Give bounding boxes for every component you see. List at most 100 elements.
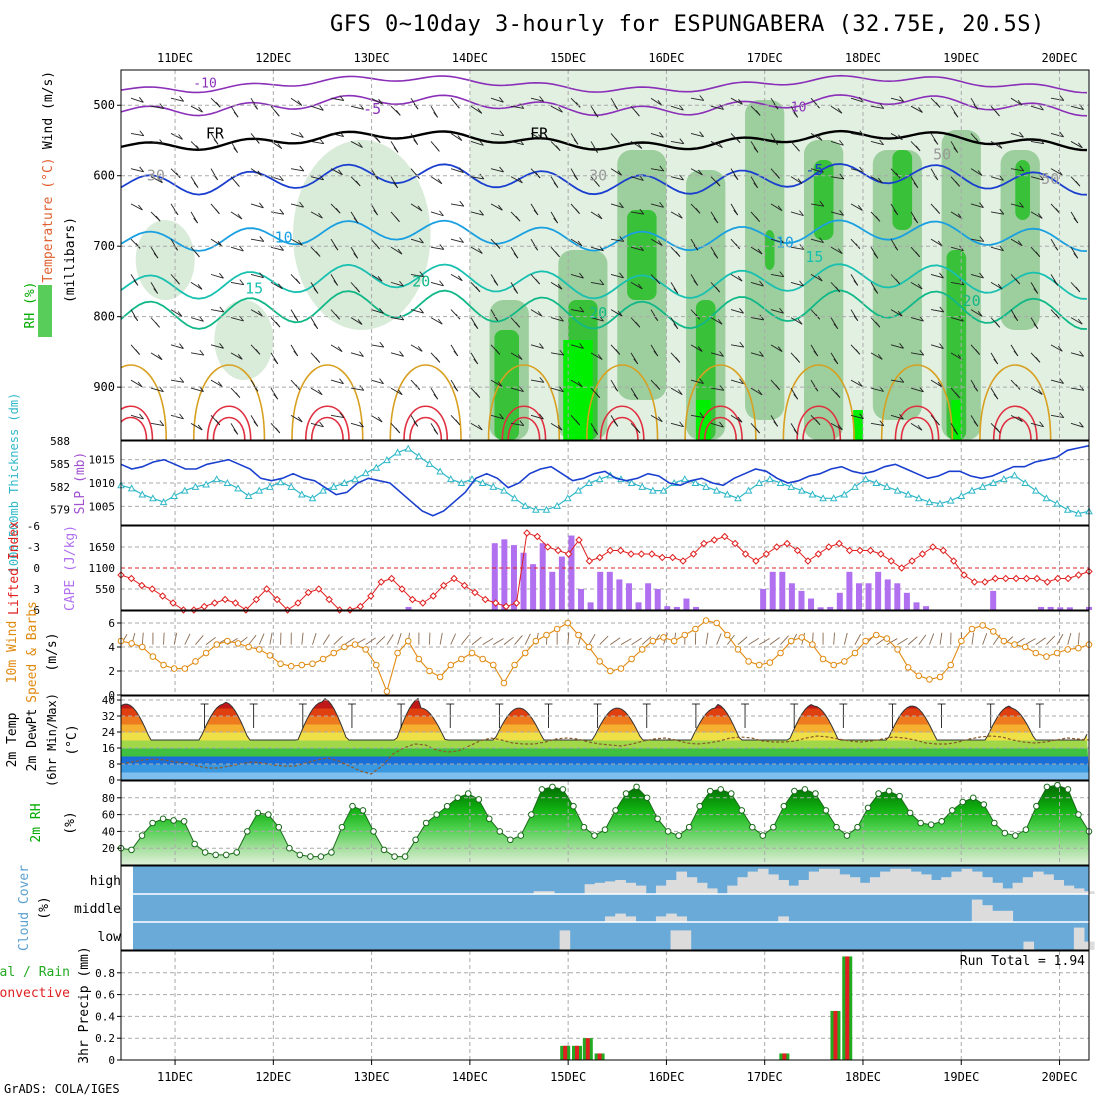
upper-wind-barb [555,251,560,258]
surface-wind-barb [780,635,789,645]
wind-speed-marker [553,625,561,633]
precip-convective-bar [782,1053,787,1060]
upper-wind-barb [710,352,724,357]
cloud-cover-cell [605,881,616,894]
upper-wind-barb [973,104,979,110]
cloud-cover-cell [1023,941,1035,950]
rh-marker [1054,781,1061,789]
lifted-index-marker [648,550,656,558]
wind-speed-marker [372,661,380,669]
surface-wind-barb [184,633,191,645]
cloud-cover-cell [869,877,881,894]
wind-speed-marker [500,679,508,687]
cloud-cover-cell [910,871,922,894]
cloud-cover-cell [788,885,800,894]
credit-footer: GrADS: COLA/IGES [4,1082,120,1096]
upper-wind-barb [710,317,723,325]
precip-frame [120,950,1090,1061]
upper-wind-barb [470,246,483,254]
upper-wind-barb [499,96,504,103]
upper-wind-barb [837,107,843,114]
upper-wind-barb [1010,168,1024,172]
date-label-top: 13DEC [354,51,390,65]
thickness-marker [276,478,285,486]
upper-wind-barb [175,278,180,285]
upper-wind-barb [793,429,799,435]
upper-wind-barb [559,386,564,392]
rh-marker [338,823,346,831]
upper-wind-barb [990,211,1004,215]
lifted-index-marker [918,550,927,558]
upper-wind-barb [793,112,799,118]
upper-wind-barb [197,284,203,290]
wind-speed-marker [224,637,231,645]
upper-wind-barb [810,238,824,244]
upper-wind-barb [615,138,620,144]
upper-wind-barb [350,317,363,325]
chart-title: GFS 0~10day 3-hourly for ESPUNGABERA (32… [330,12,1045,37]
upper-wind-barb [254,138,260,144]
upper-wind-barb [1015,278,1021,285]
upper-wind-barb [995,321,1001,328]
wind-speed-marker [915,672,923,680]
upper-wind-barb [315,251,321,257]
lifted-index-marker [814,550,823,558]
cloud-axis-units: (%) [37,896,52,919]
upper-wind-barb [1050,132,1064,138]
boundary-layer-contour [605,416,639,440]
cape-bar [645,583,652,610]
upper-wind-barb [459,200,465,207]
upper-wind-barb [993,358,999,365]
thickness-marker [734,494,742,502]
upper-wind-barb [930,273,944,279]
upper-wind-barb [1030,140,1044,145]
upper-wind-barb [679,174,684,181]
temp-color-band [121,716,1089,725]
upper-wind-barb [919,386,924,393]
cape-tick-label: 550 [95,583,115,596]
upper-wind-barb [637,143,643,149]
upper-wind-barb [479,173,485,180]
upper-wind-barb [750,246,763,255]
thickness-marker [563,494,572,502]
upper-wind-barb [495,349,501,355]
thickness-marker [1021,478,1030,486]
upper-wind-barb [879,103,885,109]
cape-bar [491,543,498,610]
precip-convective-bar [845,956,850,1060]
wind-speed-marker [734,646,742,653]
upper-wind-barb [837,248,843,254]
cloud-cover-cell [1053,880,1065,894]
wind-speed-marker [638,646,646,653]
upper-wind-barb [250,168,263,177]
wind-speed-marker [1043,653,1050,660]
upper-wind-barb [178,134,183,140]
upper-wind-barb [713,252,719,259]
wind-speed-marker [681,631,689,639]
upper-wind-barb [237,213,243,220]
upper-wind-barb [370,97,383,105]
contour-label: 10 [776,234,794,252]
upper-wind-barb [519,420,525,426]
lifted-index-marker [564,550,573,558]
rh-marker [591,832,598,839]
upper-wind-barb [298,240,303,246]
cape-bar [520,552,527,610]
date-label-bottom: 13DEC [354,1070,390,1084]
upper-wind-barb [950,352,963,361]
upper-wind-barb [750,317,764,321]
wind-speed-marker [479,655,486,663]
cape-axis-label: CAPE (J/kg) [63,525,78,611]
rh-marker [685,823,693,831]
temperature-axis-label: Temperature (°C) [41,157,56,282]
upper-wind-barb [217,240,223,247]
upper-wind-barb [230,281,244,286]
temp-color-band [121,756,1089,765]
upper-wind-barb [699,95,705,101]
upper-wind-barb [370,379,384,385]
wind-speed-marker [936,673,944,681]
upper-wind-barb [693,280,699,286]
upper-wind-barb [753,182,759,189]
upper-wind-barb [595,181,600,187]
